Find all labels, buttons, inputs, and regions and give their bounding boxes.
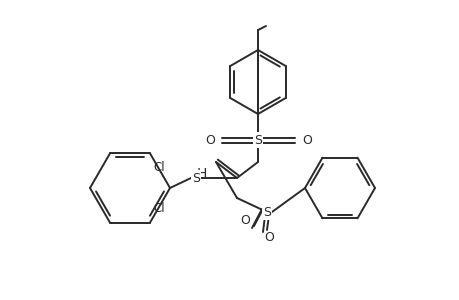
Text: Cl: Cl xyxy=(153,161,164,174)
Text: S: S xyxy=(253,134,262,146)
Text: S: S xyxy=(191,172,200,184)
Text: S: S xyxy=(191,172,200,184)
Text: O: O xyxy=(302,134,311,146)
Text: Cl: Cl xyxy=(153,202,164,214)
Text: S: S xyxy=(263,206,270,218)
Text: S: S xyxy=(263,206,270,218)
Text: S: S xyxy=(253,134,262,146)
Text: O: O xyxy=(263,232,274,244)
Text: H: H xyxy=(196,167,207,181)
Text: O: O xyxy=(240,214,249,227)
Text: O: O xyxy=(205,134,214,146)
